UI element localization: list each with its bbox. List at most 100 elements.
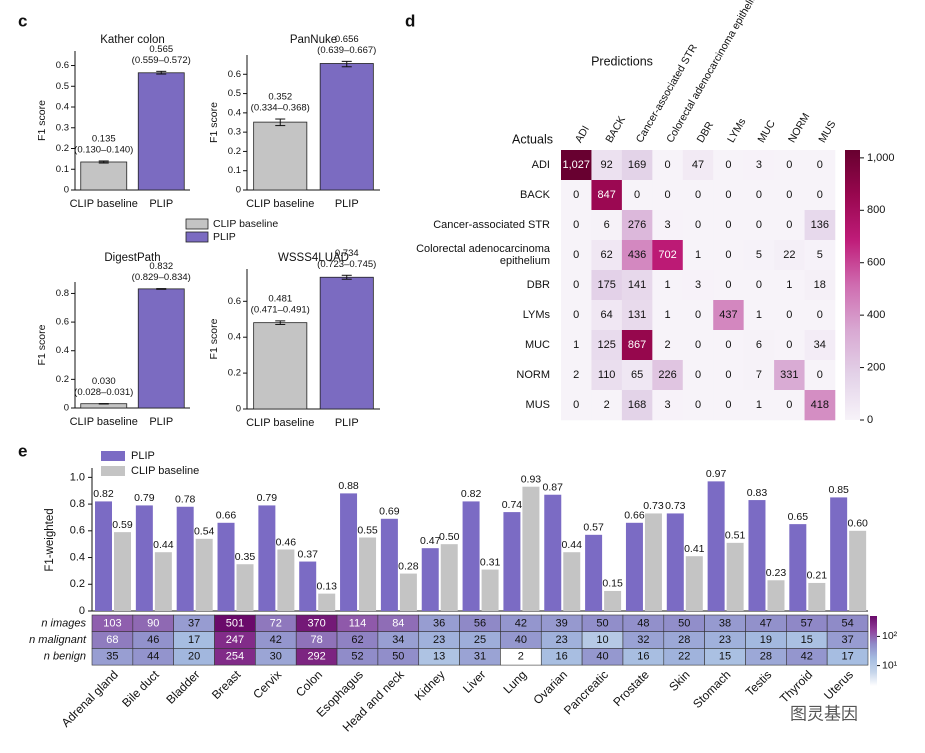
bar — [318, 593, 336, 611]
table-cell-label: 247 — [226, 634, 244, 646]
ci-label: (0.471–0.491) — [251, 304, 310, 315]
heatmap-cell — [713, 390, 744, 421]
legend-swatch — [101, 451, 125, 461]
value-label: 0.352 — [268, 92, 292, 103]
cell-label: 0 — [817, 159, 823, 171]
heatmap-cell — [804, 390, 836, 421]
error-bar — [341, 274, 352, 280]
cell-label: 110 — [598, 369, 616, 381]
bar — [440, 544, 458, 611]
table-cell-label: 17 — [841, 651, 853, 663]
chart-title: PanNuke — [290, 34, 337, 46]
x-tick-label: Uterus — [821, 668, 856, 703]
bar — [544, 494, 562, 611]
value-label: 0.82 — [93, 488, 114, 500]
value-label: 0.135 — [92, 133, 116, 144]
value-label: 0.23 — [766, 567, 787, 579]
heatmap-cell — [804, 150, 836, 181]
cell-label: 0 — [695, 219, 701, 231]
table-cell-label: 15 — [801, 634, 813, 646]
x-tick-label: ADI — [573, 124, 592, 145]
bar — [399, 573, 417, 611]
heatmap-cell — [621, 210, 653, 241]
heatmap-cell — [621, 360, 653, 391]
bar — [563, 552, 581, 611]
cell-label: 0 — [573, 399, 579, 411]
value-label: 0.78 — [175, 494, 196, 506]
bar — [522, 486, 540, 611]
heatmap-cell — [804, 210, 836, 241]
table-cell-label: 84 — [392, 617, 404, 629]
heatmap-cell — [713, 330, 744, 361]
cell-label: 169 — [628, 159, 646, 171]
value-label: 0.79 — [134, 492, 155, 504]
y-tick-label: 0.1 — [56, 164, 69, 175]
y-tick-label: 0.6 — [228, 296, 241, 307]
legend-label: CLIP baseline — [131, 465, 199, 477]
cell-label: 0 — [817, 309, 823, 321]
heatmap-cell — [652, 270, 684, 301]
x-tick-label: Breast — [209, 667, 244, 702]
heatmap-cell — [713, 150, 744, 181]
heatmap-cell — [652, 330, 684, 361]
bar — [195, 538, 213, 611]
table-cell-label: 68 — [106, 634, 118, 646]
x-tick-label: Liver — [460, 668, 488, 696]
cell-label: 5 — [817, 249, 823, 261]
value-label: 0.93 — [521, 473, 542, 485]
heatmap-cell — [652, 180, 684, 211]
value-label: 0.31 — [480, 556, 501, 568]
heatmap-cell — [591, 210, 623, 241]
bar — [380, 518, 398, 611]
table-cell-label: 37 — [188, 617, 200, 629]
table-cell-label: 2 — [518, 651, 524, 663]
table-cell-label: 54 — [841, 617, 853, 629]
table-cell-label: 254 — [226, 651, 244, 663]
x-tick-label: NORM — [786, 111, 812, 145]
table-cell — [826, 648, 869, 666]
y-tick-label: 0.6 — [70, 525, 85, 537]
watermark: 图灵基因 — [790, 704, 858, 723]
cell-label: 276 — [628, 219, 646, 231]
heatmap-cell — [561, 180, 592, 211]
y-tick-label: BACK — [520, 189, 550, 201]
value-label: 0.57 — [583, 522, 604, 534]
heatmap-cell — [804, 360, 836, 391]
bar — [319, 63, 374, 191]
cell-label: 0 — [695, 399, 701, 411]
cell-label: 175 — [597, 279, 615, 291]
cell-label: 0 — [695, 339, 701, 351]
x-tick-label: Skin — [666, 668, 692, 694]
ci-label: (0.829–0.834) — [132, 272, 191, 283]
heatmap-cell — [682, 210, 714, 241]
heatmap-cell — [743, 210, 775, 241]
table-cell-label: 47 — [760, 617, 772, 629]
bar — [503, 512, 521, 611]
cell-label: 1,027 — [562, 159, 590, 171]
y-tick-label-box: Colorectal adenocarcinoma epithelium — [416, 243, 550, 267]
x-tick-label: BACK — [603, 114, 628, 145]
cell-label: 3 — [756, 159, 762, 171]
cell-label: 3 — [695, 279, 701, 291]
table-cell-label: 22 — [678, 651, 690, 663]
bar — [789, 524, 807, 611]
table-cell-label: 17 — [188, 634, 200, 646]
value-label: 0.79 — [257, 492, 278, 504]
ci-label: (0.130–0.140) — [74, 144, 133, 155]
value-label: 0.51 — [725, 530, 746, 542]
cell-label: 226 — [658, 369, 676, 381]
value-label: 0.85 — [828, 484, 849, 496]
bar — [253, 121, 308, 191]
x-axis-label: Predictions — [591, 54, 653, 68]
legend-label: CLIP baseline — [213, 218, 278, 230]
cell-label: 18 — [814, 279, 826, 291]
table-cell-label: 16 — [637, 651, 649, 663]
cell-label: 6 — [604, 219, 610, 231]
heatmap-cell — [774, 210, 805, 241]
y-tick-label: 0.3 — [228, 127, 241, 138]
chart-title: DigestPath — [104, 252, 160, 264]
value-label: 0.73 — [643, 500, 664, 512]
y-tick-label-box: BACK — [520, 189, 550, 201]
cell-label: 0 — [786, 339, 792, 351]
table-cell-label: 28 — [760, 651, 772, 663]
